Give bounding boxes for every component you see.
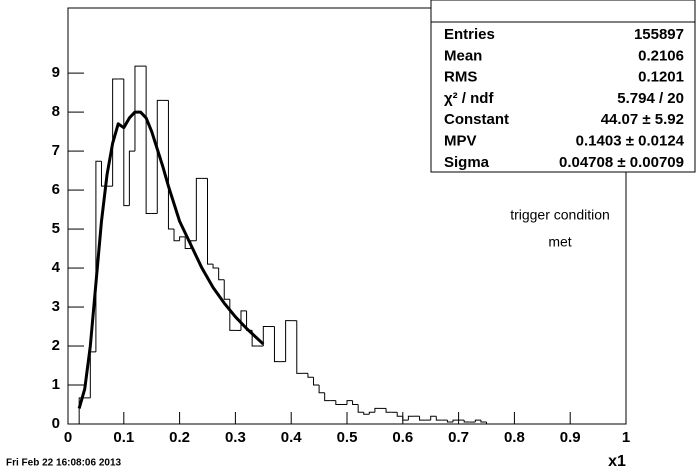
histogram-bin: [324, 392, 331, 402]
stats-value: 0.04708 ± 0.00709: [559, 154, 684, 171]
histogram-bin: [128, 150, 135, 206]
stats-value: 44.07 ± 5.92: [601, 111, 684, 128]
histogram-bin: [262, 326, 269, 347]
stats-value: 0.1403 ± 0.0124: [576, 132, 685, 149]
x-tick-label: 0.6: [392, 429, 413, 446]
histogram-bin: [195, 177, 202, 241]
histogram-bin: [173, 229, 180, 242]
histogram-bin: [452, 419, 459, 423]
x-tick-label: 0: [64, 429, 72, 446]
footer: Fri Feb 22 16:08:06 2013: [6, 458, 122, 469]
y-tick-label: 1: [52, 376, 60, 393]
histogram-bin: [218, 268, 225, 281]
x-tick-label: 0.4: [281, 429, 303, 446]
histogram-bin: [145, 66, 152, 214]
stats-value: 5.794 / 20: [617, 90, 684, 107]
histogram-bin: [123, 78, 130, 207]
histogram-bin: [352, 400, 359, 406]
histogram-bin: [207, 178, 214, 265]
histogram-bin: [318, 385, 325, 394]
histogram-bin: [313, 377, 320, 386]
annotation: trigger condition: [510, 207, 610, 223]
stats-label: MPV: [444, 132, 477, 149]
histogram-bin: [223, 279, 230, 300]
y-tick-label: 5: [52, 220, 60, 237]
stats-label: χ² / ndf: [444, 90, 494, 107]
stats-value: 0.2106: [638, 47, 684, 64]
histogram-bin: [307, 373, 314, 378]
histogram-bin: [446, 420, 454, 423]
histogram-bin: [430, 415, 437, 421]
x-tick-label: 0.2: [169, 429, 190, 446]
histogram-bin: [407, 415, 414, 421]
histogram-bin: [346, 400, 353, 405]
histogram-bin: [419, 416, 426, 421]
histogram-bin: [480, 420, 487, 423]
histogram-bin: [167, 100, 175, 230]
histogram-bin: [474, 419, 481, 423]
y-tick-label: 2: [52, 337, 60, 354]
y-tick-label: 9: [52, 64, 60, 81]
histogram-bin: [368, 411, 375, 415]
x-tick-label: 0.8: [504, 429, 525, 446]
y-tick-label: 0: [52, 415, 60, 432]
x-tick-label: 0.1: [113, 429, 134, 446]
x-tick-label: 0.7: [448, 429, 469, 446]
histogram-bin: [296, 320, 303, 374]
y-tick-label: 3: [52, 298, 60, 315]
histogram-bin: [435, 416, 442, 421]
stats-label: Constant: [444, 111, 509, 128]
y-tick-label: 6: [52, 181, 60, 198]
y-tick-label: 7: [52, 142, 60, 159]
x-tick-label: 0.3: [225, 429, 246, 446]
histogram-bin: [134, 65, 141, 152]
stats-label: Sigma: [444, 154, 490, 171]
histogram-bin: [385, 408, 392, 413]
histogram-bin: [273, 326, 281, 363]
histogram-bin: [156, 99, 163, 214]
stats-label: RMS: [444, 69, 477, 86]
stats-box: Entries 155897 Mean 0.2106 RMS 0.1201 χ² / ndf…: [430, 0, 696, 173]
x-tick-label: 0.9: [560, 429, 581, 446]
histogram-bin: [184, 236, 191, 250]
histogram-bin: [463, 420, 470, 423]
histogram-bin: [357, 404, 364, 413]
histogram-bin: [363, 412, 370, 415]
histogram-bin: [179, 236, 186, 241]
y-tick-label: 4: [52, 259, 61, 276]
histogram-bin: [374, 407, 381, 413]
stats-label: Entries: [444, 26, 495, 43]
histogram-bin: [402, 416, 409, 421]
stats-value: 155897: [634, 26, 684, 43]
stats-label: Mean: [444, 47, 482, 64]
x-tick-label: 0.5: [337, 429, 358, 446]
stats-frame: [430, 0, 696, 173]
stats-value: 0.1201: [638, 69, 684, 86]
y-tick-label: 8: [52, 103, 60, 120]
histogram-bin: [212, 264, 219, 269]
histogram-bin: [396, 412, 403, 417]
histogram-bin: [285, 320, 292, 362]
fit-curve: [77, 110, 265, 409]
x-tick-label: 1: [622, 429, 630, 446]
histogram-bin: [335, 400, 342, 406]
x-axis-label: x1: [608, 453, 626, 470]
annotation: met: [548, 234, 571, 250]
